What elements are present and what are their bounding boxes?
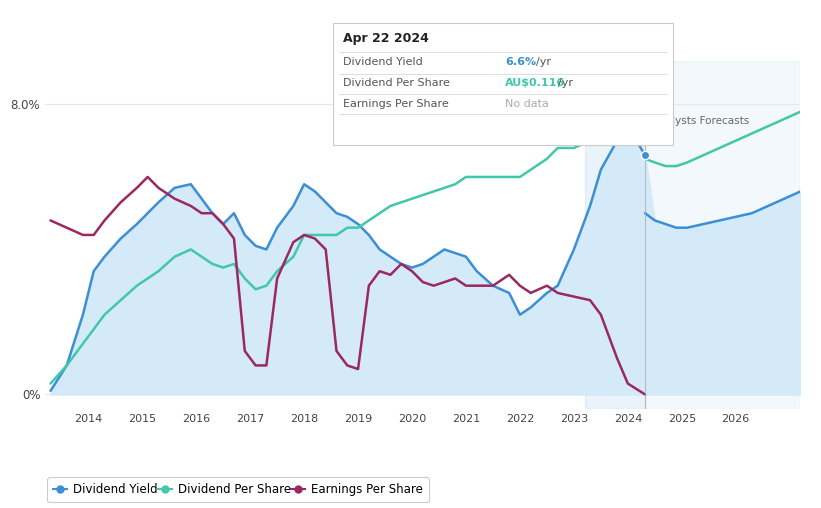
Text: /yr: /yr (558, 78, 573, 88)
Text: Analysts Forecasts: Analysts Forecasts (652, 116, 749, 126)
Text: Dividend Yield: Dividend Yield (343, 56, 423, 67)
Text: No data: No data (505, 99, 548, 109)
Text: AU$0.116: AU$0.116 (505, 78, 565, 88)
Bar (585, 61, 645, 409)
Text: Past: Past (619, 116, 640, 126)
Text: /yr: /yr (536, 56, 551, 67)
Legend: Dividend Yield, Dividend Per Share, Earnings Per Share: Dividend Yield, Dividend Per Share, Earn… (48, 478, 429, 502)
Text: 6.6%: 6.6% (505, 56, 536, 67)
Text: Dividend Per Share: Dividend Per Share (343, 78, 450, 88)
Text: Apr 22 2024: Apr 22 2024 (343, 32, 429, 45)
Bar (645, 61, 800, 409)
Text: Earnings Per Share: Earnings Per Share (343, 99, 449, 109)
